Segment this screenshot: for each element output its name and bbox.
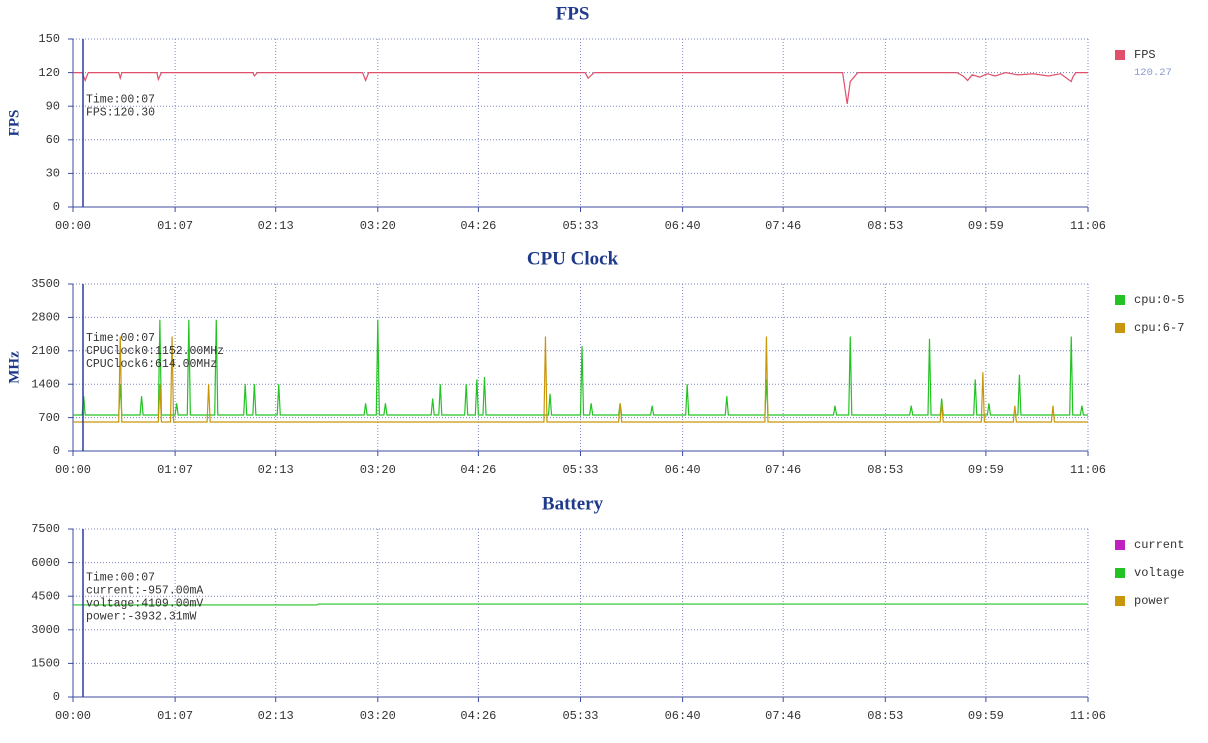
chart-panel: Battery 0 1500 3000 4500 6000 7500 00:00 01:07 02…: [31, 493, 1184, 723]
legend-marker: [1115, 295, 1125, 305]
y-tick-label: 7500: [31, 522, 60, 536]
legend-label: cpu:0-5: [1134, 293, 1184, 307]
legend-label: FPS: [1134, 48, 1156, 62]
cursor-annotation: FPS:120.30: [86, 107, 155, 120]
x-tick-label: 00:00: [55, 463, 91, 477]
x-tick-label: 02:13: [258, 219, 294, 233]
y-tick-label: 2100: [31, 344, 60, 358]
legend-label: voltage: [1134, 566, 1184, 580]
x-tick-label: 00:00: [55, 219, 91, 233]
x-tick-label: 06:40: [665, 709, 701, 723]
y-axis-label: FPS: [6, 110, 22, 137]
chart-panel: FPS FPS 0 30 60 90 120 150 00:00 01:07 02:13 03:20 0…: [6, 3, 1171, 233]
x-tick-label: 05:33: [562, 463, 598, 477]
x-tick-label: 06:40: [665, 463, 701, 477]
x-tick-label: 05:33: [562, 709, 598, 723]
chart-title: Battery: [542, 493, 604, 514]
x-tick-label: 07:46: [765, 709, 801, 723]
x-tick-label: 09:59: [968, 219, 1004, 233]
y-axis-label: MHz: [6, 351, 22, 384]
series-line: [73, 336, 1088, 423]
series-line: [73, 603, 1088, 606]
legend-marker: [1115, 540, 1125, 550]
y-tick-label: 1500: [31, 657, 60, 671]
x-tick-label: 11:06: [1070, 709, 1106, 723]
y-tick-label: 0: [53, 200, 60, 214]
y-tick-label: 1400: [31, 377, 60, 391]
y-tick-label: 0: [53, 444, 60, 458]
y-tick-label: 2800: [31, 311, 60, 325]
y-tick-label: 0: [53, 690, 60, 704]
y-tick-label: 120: [38, 66, 60, 80]
x-tick-label: 04:26: [460, 219, 496, 233]
x-tick-label: 09:59: [968, 463, 1004, 477]
y-tick-label: 90: [46, 99, 60, 113]
x-tick-label: 01:07: [157, 219, 193, 233]
cursor-annotation: voltage:4109.00mV: [86, 598, 203, 611]
x-tick-label: 04:26: [460, 709, 496, 723]
cursor-annotation: power:-3932.31mW: [86, 611, 197, 624]
chart-panel: CPU Clock MHz 0 700 1400 2100 2800 3500 00:00 01:…: [6, 248, 1184, 477]
x-tick-label: 05:33: [562, 219, 598, 233]
cursor-annotation: Time:00:07: [86, 332, 155, 345]
y-tick-label: 150: [38, 32, 60, 46]
y-tick-label: 3000: [31, 623, 60, 637]
chart-title: FPS: [556, 3, 590, 24]
legend-label: cpu:6-7: [1134, 321, 1184, 335]
x-tick-label: 01:07: [157, 463, 193, 477]
y-tick-label: 60: [46, 133, 60, 147]
x-tick-label: 08:53: [867, 709, 903, 723]
y-tick-label: 6000: [31, 556, 60, 570]
cursor-annotation: Time:00:07: [86, 94, 155, 107]
x-tick-label: 11:06: [1070, 219, 1106, 233]
legend-marker: [1115, 596, 1125, 606]
chart-title: CPU Clock: [527, 248, 619, 269]
cursor-annotation: CPUClock6:614.00MHz: [86, 358, 217, 371]
x-tick-label: 07:46: [765, 219, 801, 233]
x-tick-label: 07:46: [765, 463, 801, 477]
x-tick-label: 03:20: [360, 219, 396, 233]
x-tick-label: 04:26: [460, 463, 496, 477]
x-tick-label: 02:13: [258, 709, 294, 723]
legend-value: 120.27: [1134, 67, 1172, 79]
y-tick-label: 4500: [31, 589, 60, 603]
cursor-annotation: current:-957.00mA: [86, 585, 203, 598]
cursor-annotation: CPUClock0:1152.00MHz: [86, 345, 224, 358]
x-tick-label: 09:59: [968, 709, 1004, 723]
x-tick-label: 06:40: [665, 219, 701, 233]
y-tick-label: 700: [38, 411, 60, 425]
legend-marker: [1115, 50, 1125, 60]
legend-marker: [1115, 323, 1125, 333]
x-tick-label: 11:06: [1070, 463, 1106, 477]
series-line: [73, 71, 1088, 105]
x-tick-label: 02:13: [258, 463, 294, 477]
legend-label: current: [1134, 538, 1184, 552]
y-tick-label: 3500: [31, 277, 60, 291]
series-line: [73, 319, 1088, 416]
y-tick-label: 30: [46, 167, 60, 181]
x-tick-label: 08:53: [867, 219, 903, 233]
x-tick-label: 03:20: [360, 709, 396, 723]
cursor-annotation: Time:00:07: [86, 572, 155, 585]
legend-label: power: [1134, 594, 1170, 608]
x-tick-label: 03:20: [360, 463, 396, 477]
x-tick-label: 01:07: [157, 709, 193, 723]
legend-marker: [1115, 568, 1125, 578]
x-tick-label: 00:00: [55, 709, 91, 723]
x-tick-label: 08:53: [867, 463, 903, 477]
